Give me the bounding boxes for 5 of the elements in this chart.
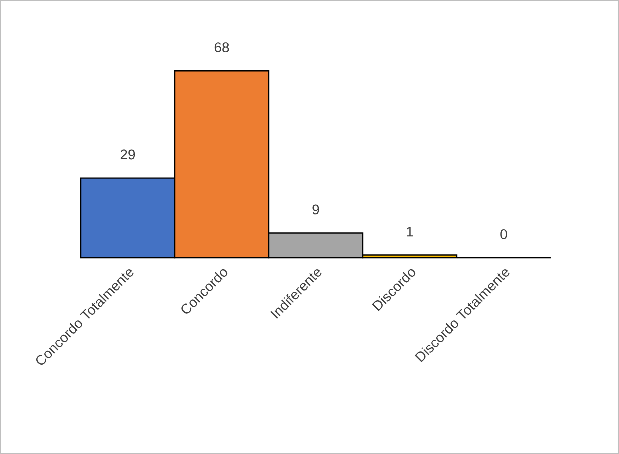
data-label: 9 <box>312 204 320 215</box>
data-label: 68 <box>214 42 230 53</box>
data-label: 29 <box>120 150 136 160</box>
data-label: 1 <box>407 227 414 237</box>
data-label: 0 <box>500 229 508 240</box>
